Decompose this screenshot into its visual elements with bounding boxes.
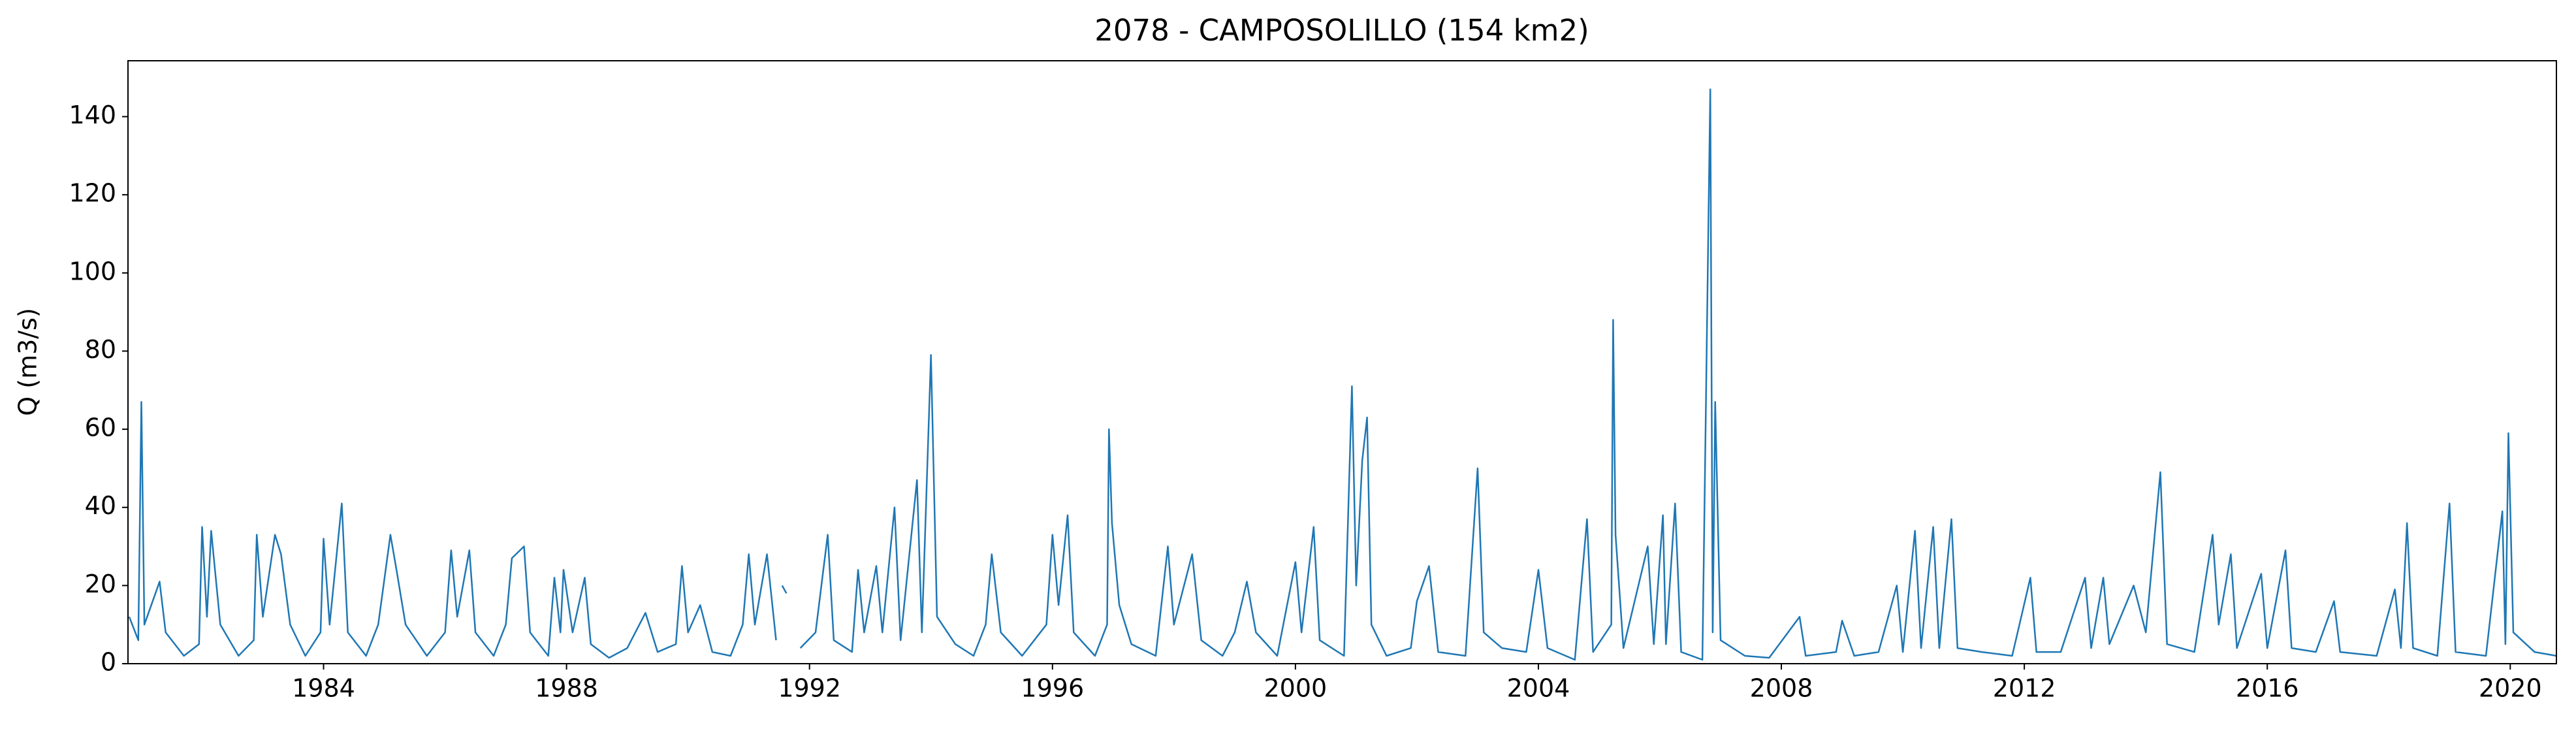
x-tick-label: 2000 — [1264, 674, 1328, 703]
x-tick-label: 1988 — [535, 674, 598, 703]
chart-title: 2078 - CAMPOSOLILLO (154 km2) — [1094, 13, 1589, 48]
y-tick-label: 60 — [85, 413, 116, 442]
y-tick-label: 140 — [69, 101, 116, 129]
plot-frame — [127, 60, 2557, 664]
y-tick-label: 0 — [101, 648, 116, 677]
x-tick-label: 2008 — [1750, 674, 1813, 703]
x-tick-label: 1984 — [292, 674, 355, 703]
flow-line — [128, 88, 2557, 661]
y-tick-label: 40 — [85, 491, 116, 520]
y-tick-label: 120 — [69, 179, 116, 208]
x-tick-label: 2004 — [1507, 674, 1570, 703]
x-tick-label: 1992 — [778, 674, 841, 703]
y-tick-label: 80 — [85, 335, 116, 364]
x-tick-label: 2016 — [2236, 674, 2299, 703]
y-axis-label: Q (m3/s) — [14, 308, 42, 415]
x-tick-label: 2012 — [1993, 674, 2056, 703]
y-tick-label: 20 — [85, 570, 116, 598]
y-tick-label: 100 — [69, 257, 116, 285]
x-tick-label: 2020 — [2479, 674, 2542, 703]
x-tick-label: 1996 — [1021, 674, 1084, 703]
